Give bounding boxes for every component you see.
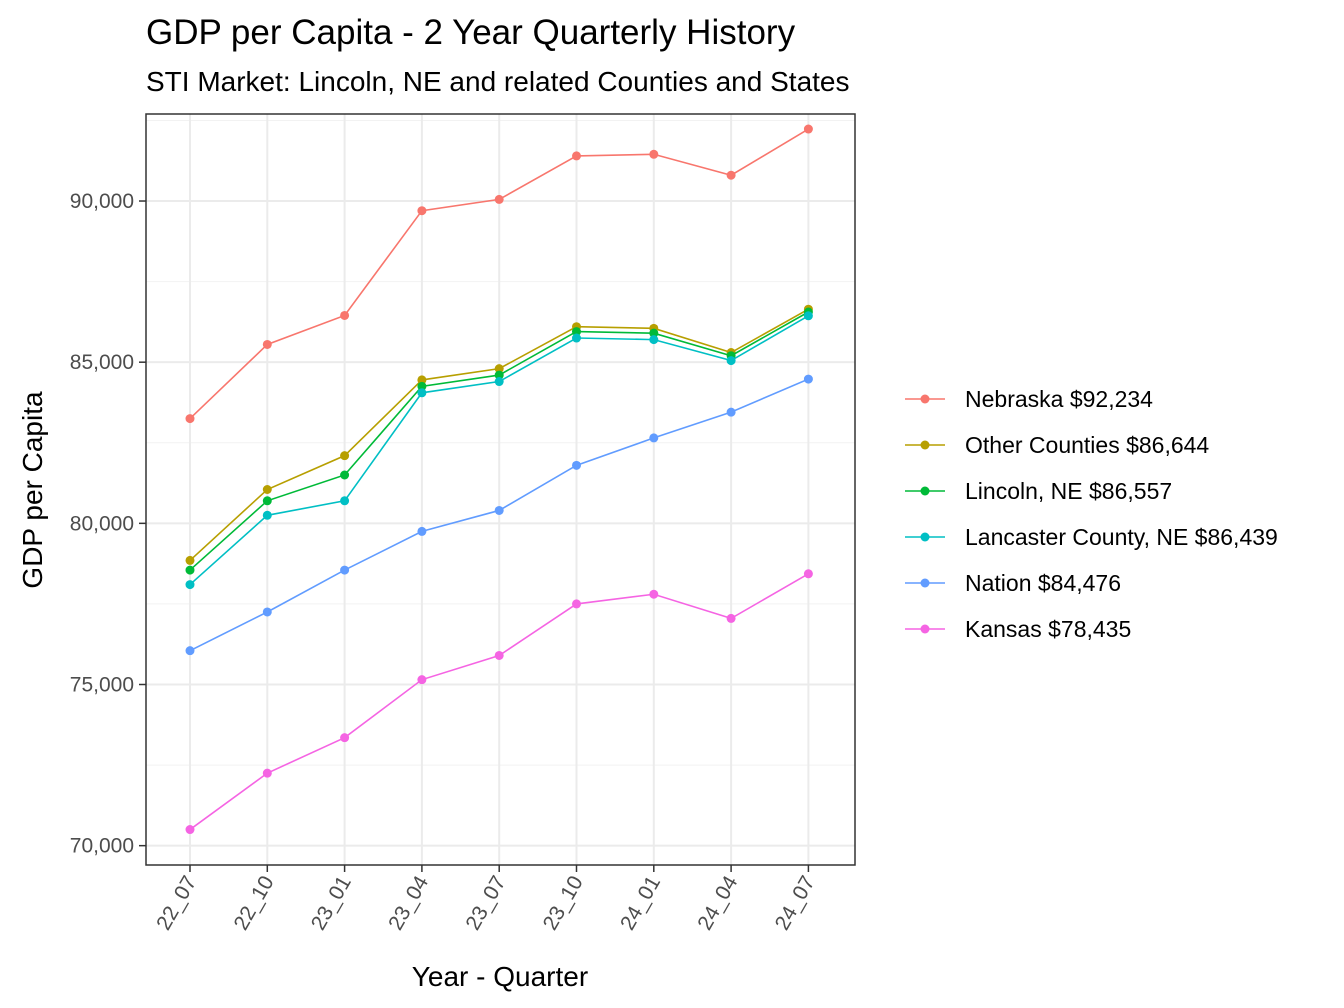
data-point [572,599,581,609]
legend-key-point [920,624,930,634]
y-tick-label: 90,000 [70,190,134,213]
x-tick-label: 24_04 [693,872,742,934]
chart-title: GDP per Capita - 2 Year Quarterly Histor… [146,13,796,52]
series-nation [185,374,813,656]
data-point [726,170,736,180]
data-point [572,460,581,470]
x-tick-label: 24_07 [771,872,820,934]
x-tick-label: 22_10 [230,872,279,934]
data-point [417,388,427,398]
y-axis: 70,000 75,000 80,000 85,000 90,000 [70,190,146,858]
legend-item: Nebraska $92,234 [905,386,1153,412]
legend-key-point [920,440,930,450]
data-point [572,327,581,337]
data-point [649,149,659,159]
data-point [494,650,504,660]
data-point [417,381,427,391]
legend-item: Lancaster County, NE $86,439 [905,524,1278,550]
data-point [649,335,659,345]
data-point [262,339,272,349]
data-point [494,370,504,380]
x-tick-label: 23_04 [384,872,433,934]
x-axis: 22_07 22_10 23_01 23_04 23_07 23_10 24_01 24_04… [152,865,820,934]
data-point [185,580,195,590]
data-point [572,333,581,343]
data-point [726,356,736,366]
data-point [649,433,659,443]
data-point [726,613,736,623]
data-point [494,377,504,387]
series-group [185,124,813,835]
data-point [417,526,427,536]
data-point [185,825,195,835]
data-point [262,496,272,506]
y-axis-title: GDP per Capita [17,391,48,589]
legend-item: Other Counties $86,644 [905,432,1209,458]
y-tick-label: 80,000 [70,512,134,535]
x-tick-label: 22_07 [152,872,201,934]
data-point [185,555,195,565]
data-point [803,374,813,384]
legend-item: Lincoln, NE $86,557 [905,478,1172,504]
data-point [340,451,350,461]
x-tick-label: 23_10 [539,872,588,934]
data-point [494,194,504,204]
plot-frame [145,113,856,866]
data-point [185,565,195,575]
data-point [726,407,736,417]
legend-label: Other Counties $86,644 [965,432,1209,458]
chart-subtitle: STI Market: Lincoln, NE and related Coun… [146,66,850,97]
data-point [262,485,272,494]
data-point [340,470,350,480]
data-point [417,375,427,385]
panel-background [146,114,855,865]
series-nebraska [185,124,813,424]
series-lancaster-county-ne [185,311,813,590]
x-tick-label: 23_01 [307,872,356,934]
legend-label: Kansas $78,435 [965,616,1131,642]
data-point [803,124,813,134]
data-point [262,607,272,617]
legend-label: Lancaster County, NE $86,439 [965,524,1278,550]
data-point [340,310,350,320]
legend: Nebraska $92,234 Other Counties $86,644 Li… [905,386,1278,642]
data-point [417,206,427,216]
data-point [649,328,659,338]
legend-key-point [920,578,930,588]
legend-key-point [920,394,930,404]
y-tick-label: 85,000 [70,351,134,374]
legend-key-point [920,532,930,542]
x-tick-label: 23_07 [461,872,510,934]
data-point [340,733,350,743]
x-axis-title: Year - Quarter [412,961,588,992]
data-point [185,646,195,656]
data-point [494,364,504,374]
data-point [649,589,659,599]
x-tick-label: 24_01 [616,872,665,934]
legend-label: Lincoln, NE $86,557 [965,478,1172,504]
data-point [262,768,272,778]
data-point [185,414,195,424]
y-tick-label: 70,000 [70,835,134,858]
legend-item: Kansas $78,435 [905,616,1131,642]
legend-key-point [920,486,930,496]
data-point [340,496,350,506]
data-point [340,565,350,575]
panel-border [145,113,856,866]
data-point [803,569,813,579]
data-point [803,311,813,321]
data-point [417,675,427,685]
data-point [494,505,504,515]
plot-panel [146,114,855,865]
series-kansas [185,569,813,835]
legend-label: Nebraska $92,234 [965,386,1153,412]
y-tick-label: 75,000 [70,674,134,697]
legend-item: Nation $84,476 [905,570,1121,596]
data-point [262,510,272,520]
data-point [572,151,581,161]
legend-label: Nation $84,476 [965,570,1121,596]
